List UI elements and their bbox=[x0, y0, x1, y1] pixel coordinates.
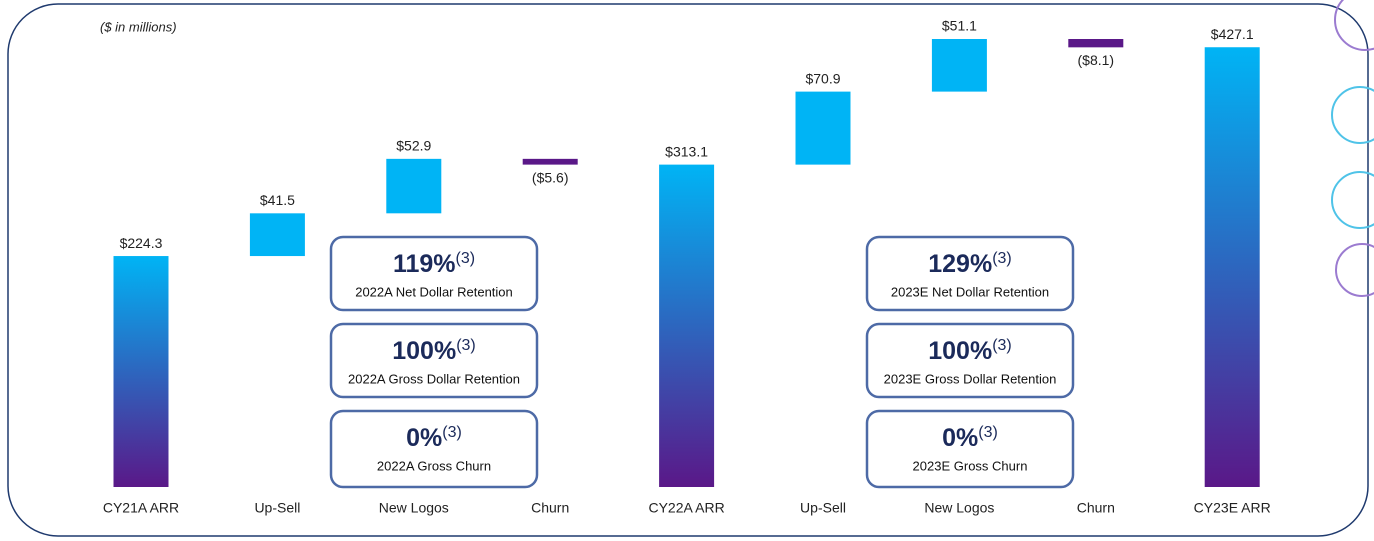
callout-label: 2022A Gross Dollar Retention bbox=[348, 371, 520, 386]
callout-box bbox=[865, 409, 1075, 489]
x-tick-label: New Logos bbox=[379, 500, 449, 516]
callout-value: 119%(3) bbox=[393, 250, 475, 278]
callout-label: 2023E Gross Dollar Retention bbox=[884, 371, 1057, 386]
callout-note: (3) bbox=[456, 337, 476, 354]
callout-value-text: 100% bbox=[392, 337, 456, 365]
x-tick-label: New Logos bbox=[924, 500, 994, 516]
callout-value: 129%(3) bbox=[928, 250, 1012, 278]
callout-value-text: 0% bbox=[406, 424, 442, 452]
callout-value: 100%(3) bbox=[392, 337, 476, 365]
value-label: $52.9 bbox=[396, 138, 431, 154]
bar bbox=[931, 39, 987, 92]
bar bbox=[1068, 39, 1124, 48]
callout-label: 2022A Net Dollar Retention bbox=[355, 284, 513, 299]
value-label: $70.9 bbox=[805, 70, 840, 86]
bar bbox=[795, 91, 851, 165]
value-label: ($5.6) bbox=[532, 169, 569, 185]
callout-box bbox=[329, 409, 539, 489]
callout-value-text: 0% bbox=[942, 424, 978, 452]
bar bbox=[1204, 47, 1260, 488]
x-tick-label: Up-Sell bbox=[800, 500, 846, 516]
x-tick-label: Churn bbox=[1077, 500, 1115, 516]
decor bbox=[1331, 86, 1374, 144]
callout-value: 0%(3) bbox=[942, 424, 998, 452]
callout-note: (3) bbox=[992, 337, 1012, 354]
value-label: $224.3 bbox=[120, 235, 163, 251]
callout-box bbox=[865, 235, 1075, 312]
callout-value-text: 119% bbox=[393, 250, 456, 278]
callout-note: (3) bbox=[978, 424, 998, 441]
callout-label: 2023E Net Dollar Retention bbox=[891, 284, 1049, 299]
value-label: $51.1 bbox=[942, 18, 977, 34]
x-tick-label: CY23E ARR bbox=[1194, 500, 1271, 516]
callout-note: (3) bbox=[442, 424, 462, 441]
callout-note: (3) bbox=[992, 250, 1012, 267]
bar bbox=[659, 164, 715, 487]
x-tick-label: Up-Sell bbox=[254, 500, 300, 516]
bar bbox=[113, 256, 169, 487]
value-label: $313.1 bbox=[665, 143, 708, 159]
callout-label: 2023E Gross Churn bbox=[913, 458, 1028, 473]
callout-box bbox=[865, 322, 1075, 399]
x-tick-label: CY22A ARR bbox=[648, 500, 724, 516]
callout-box bbox=[329, 322, 539, 399]
bar bbox=[386, 158, 442, 214]
subtitle: ($ in millions) bbox=[100, 19, 177, 34]
callout-note: (3) bbox=[456, 250, 476, 267]
callout-value-text: 100% bbox=[928, 337, 992, 365]
callout-label: 2022A Gross Churn bbox=[377, 458, 491, 473]
value-label: $41.5 bbox=[260, 192, 295, 208]
decor bbox=[1331, 171, 1374, 229]
callout-value: 0%(3) bbox=[406, 424, 462, 452]
bar bbox=[249, 213, 305, 257]
decor bbox=[1335, 243, 1374, 297]
x-tick-label: Churn bbox=[531, 500, 569, 516]
value-label: ($8.1) bbox=[1078, 52, 1115, 68]
bar bbox=[522, 158, 578, 165]
callout-box bbox=[329, 235, 539, 312]
frame bbox=[7, 3, 1369, 537]
callout-value: 100%(3) bbox=[928, 337, 1012, 365]
callout-value-text: 129% bbox=[928, 250, 992, 278]
x-tick-label: CY21A ARR bbox=[103, 500, 179, 516]
value-label: $427.1 bbox=[1211, 26, 1254, 42]
decor bbox=[1334, 0, 1374, 51]
